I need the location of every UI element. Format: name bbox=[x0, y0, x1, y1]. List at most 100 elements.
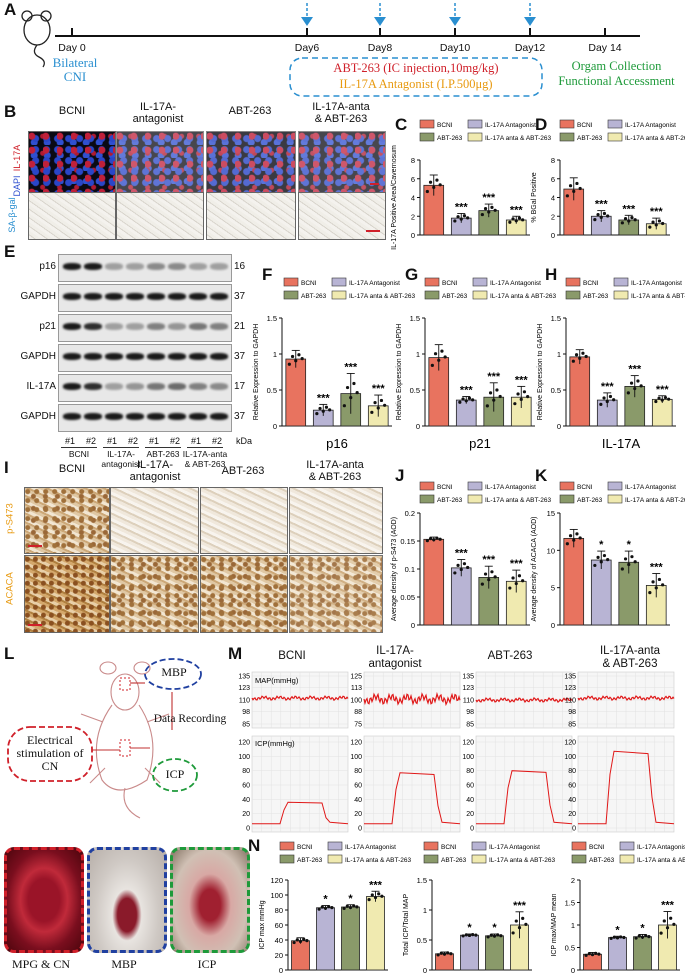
chart-n3: BCNI IL-17A Antagonist ABT-263 IL-17A anta … bbox=[551, 841, 685, 975]
data-point bbox=[521, 916, 525, 921]
icp-tick-label: 20 bbox=[568, 811, 576, 818]
data-point bbox=[298, 939, 303, 943]
data-point bbox=[464, 933, 468, 937]
panel-letter-g: G bbox=[405, 265, 419, 284]
data-point bbox=[437, 358, 441, 362]
mbp-photo bbox=[87, 847, 167, 953]
x-axis-label: p16 bbox=[326, 436, 348, 451]
data-point bbox=[606, 557, 610, 562]
mbp-label: MBP bbox=[161, 665, 187, 679]
y-tick-label: 0.5 bbox=[410, 386, 420, 395]
y-tick-label: 0 bbox=[557, 422, 561, 431]
data-point bbox=[648, 590, 652, 595]
electrical-label-3: CN bbox=[41, 759, 59, 773]
data-point bbox=[432, 185, 436, 189]
data-point bbox=[514, 919, 518, 923]
bar bbox=[450, 567, 472, 626]
significance-marker: * bbox=[467, 922, 472, 934]
legend-swatch bbox=[423, 854, 439, 864]
data-point bbox=[590, 953, 595, 957]
significance-marker: *** bbox=[372, 383, 386, 395]
blot-band bbox=[126, 323, 144, 330]
legend-label: IL-17A anta & ABT-263 bbox=[625, 497, 685, 504]
data-point bbox=[640, 935, 645, 939]
y-tick-label: 8 bbox=[551, 156, 555, 165]
map-tick-label: 123 bbox=[238, 685, 250, 692]
y-tick-label: 80 bbox=[275, 906, 283, 915]
group-label-bcni: BCNI bbox=[278, 650, 306, 662]
legend-label: BCNI bbox=[583, 280, 599, 287]
data-point bbox=[467, 396, 472, 400]
data-point bbox=[486, 935, 490, 939]
data-point bbox=[634, 936, 638, 940]
group-label-abt: ABT-263 bbox=[228, 105, 272, 117]
legend-swatch bbox=[419, 481, 435, 491]
icp-tick-label: 100 bbox=[238, 754, 250, 761]
data-point bbox=[287, 362, 291, 366]
legend-label: ABT-263 bbox=[589, 857, 615, 864]
data-point bbox=[633, 386, 637, 391]
icp-tick-label: 120 bbox=[564, 740, 576, 747]
y-tick-label: 0 bbox=[551, 231, 555, 240]
blot-band bbox=[189, 383, 207, 390]
y-tick-label: 0.05 bbox=[400, 593, 415, 602]
significance-marker: *** bbox=[482, 554, 496, 566]
treatment-box bbox=[289, 57, 543, 97]
y-axis-label: Average density of ACACA (AOD) bbox=[531, 517, 538, 622]
blot-band bbox=[189, 353, 207, 360]
significance-marker: *** bbox=[656, 384, 670, 396]
data-point bbox=[657, 577, 662, 582]
ihc-ps473-bcni bbox=[24, 487, 110, 554]
functional-assessment-label: Functional Accessment bbox=[558, 74, 675, 88]
panel-letter-j: J bbox=[395, 466, 405, 485]
significance-marker: *** bbox=[510, 558, 524, 570]
data-point bbox=[615, 936, 620, 940]
legend-label: ABT-263 bbox=[301, 293, 327, 300]
lane-group-line bbox=[187, 447, 223, 448]
data-point bbox=[342, 906, 346, 910]
lane-group-label: antagonist bbox=[101, 459, 141, 469]
data-point bbox=[519, 397, 523, 401]
chart-n1: BCNI IL-17A Antagonist ABT-263 IL-17A anta … bbox=[259, 841, 412, 975]
significance-marker: *** bbox=[628, 364, 642, 376]
bar bbox=[455, 399, 477, 427]
legend-swatch bbox=[467, 481, 483, 491]
y-tick-label: 2 bbox=[571, 876, 575, 885]
bar bbox=[485, 935, 504, 971]
panel-letter-a: A bbox=[4, 0, 17, 19]
data-point bbox=[485, 404, 489, 408]
icp-tick-label: 120 bbox=[462, 740, 474, 747]
icp-tick-label: 0 bbox=[246, 826, 250, 833]
rat-schematic bbox=[7, 658, 202, 819]
legend-label: IL-17A anta & ABT-263 bbox=[345, 857, 412, 864]
legend-label: ABT-263 bbox=[437, 497, 463, 504]
legend-swatch bbox=[607, 481, 623, 491]
blot-band bbox=[210, 383, 228, 390]
significance-marker: *** bbox=[487, 371, 501, 383]
panel-letter-e: E bbox=[4, 242, 16, 261]
data-point bbox=[483, 572, 488, 576]
significance-marker: * bbox=[627, 539, 632, 551]
map-tick-label: 85 bbox=[466, 722, 474, 729]
icp-trace bbox=[252, 801, 349, 825]
significance-marker: *** bbox=[455, 547, 469, 559]
significance-marker: *** bbox=[455, 201, 469, 213]
y-tick-label: 0 bbox=[551, 621, 555, 630]
map-tick-label: 135 bbox=[238, 674, 250, 681]
data-point bbox=[302, 937, 306, 941]
significance-marker: *** bbox=[317, 392, 331, 404]
data-point bbox=[627, 562, 631, 567]
data-point bbox=[425, 189, 429, 194]
blot-band bbox=[168, 263, 186, 270]
y-axis-label: Relative Expression to GAPDH bbox=[537, 324, 544, 420]
blot-band bbox=[84, 413, 102, 420]
legend-swatch bbox=[467, 119, 483, 129]
map-tick-label: 98 bbox=[466, 709, 474, 716]
data-point bbox=[355, 390, 359, 395]
mpg-cn-label: MPG & CN bbox=[11, 957, 70, 971]
icp-tick-label: 20 bbox=[354, 811, 362, 818]
data-point bbox=[584, 354, 588, 359]
icp-trace bbox=[364, 772, 461, 825]
data-point bbox=[516, 392, 520, 396]
data-point bbox=[462, 562, 467, 566]
